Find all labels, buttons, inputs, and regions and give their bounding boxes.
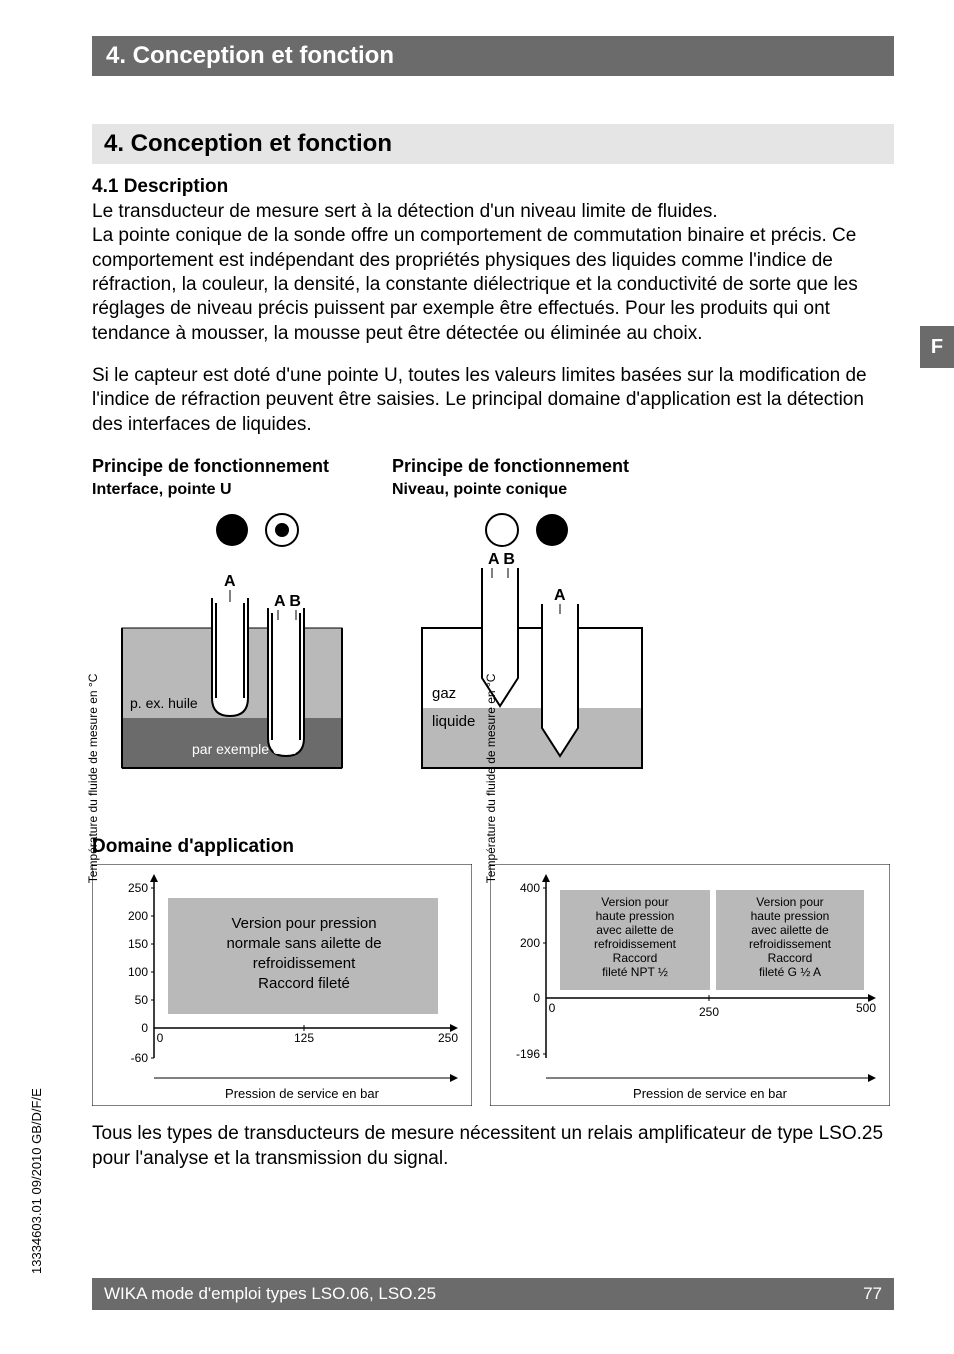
paragraph-1: Le transducteur de mesure sert à la déte… (92, 200, 894, 224)
svg-text:50: 50 (135, 993, 149, 1007)
diagram1-svg: A A B p. ex. huile par exemple eau (92, 508, 352, 788)
svg-text:Raccord: Raccord (613, 951, 658, 965)
label-oil: p. ex. huile (130, 695, 198, 711)
diagram1-subtitle: Interface, pointe U (92, 481, 232, 498)
document-code: 13334603.01 09/2010 GB/D/F/E (29, 1088, 44, 1274)
svg-text:-60: -60 (131, 1051, 149, 1065)
svg-text:0: 0 (549, 1001, 556, 1015)
chart2-xlabel: Pression de service en bar (633, 1086, 788, 1101)
svg-text:Version pour: Version pour (756, 895, 823, 909)
label-AB: A B (274, 593, 301, 610)
diagram-level: Principe de fonctionnement Niveau, point… (392, 455, 652, 795)
svg-text:refroidissement: refroidissement (749, 937, 832, 951)
svg-text:fileté G ½ A: fileté G ½ A (759, 965, 821, 979)
label-A: A (224, 573, 236, 590)
chart1-xlabel: Pression de service en bar (225, 1086, 380, 1101)
svg-text:125: 125 (294, 1031, 314, 1045)
svg-text:-196: -196 (516, 1047, 540, 1061)
svg-text:refroidissement: refroidissement (253, 955, 356, 972)
chart-2: Température du fluide de mesure en °C 40… (490, 864, 890, 1112)
svg-text:500: 500 (856, 1001, 876, 1015)
closing-paragraph: Tous les types de transducteurs de mesur… (92, 1122, 894, 1171)
chart2-svg: 400 200 0 -196 0 250 500 Version pour (490, 864, 890, 1106)
svg-text:200: 200 (520, 936, 540, 950)
svg-text:250: 250 (128, 881, 148, 895)
subsection-heading: 4.1 Description (92, 176, 894, 198)
svg-text:0: 0 (157, 1031, 164, 1045)
diagram-interface: Principe de fonctionnement Interface, po… (92, 455, 352, 795)
label-gaz: gaz (432, 685, 456, 702)
footer-bar: WIKA mode d'emploi types LSO.06, LSO.25 … (92, 1278, 894, 1310)
svg-text:refroidissement: refroidissement (594, 937, 677, 951)
paragraph-3: Si le capteur est doté d'une pointe U, t… (92, 364, 894, 437)
header-bar: 4. Conception et fonction (92, 36, 894, 76)
paragraph-2: La pointe conique de la sonde offre un c… (92, 224, 894, 346)
chart2-ylabel: Température du fluide de mesure en °C (484, 674, 498, 884)
svg-text:250: 250 (699, 1005, 719, 1019)
svg-text:100: 100 (128, 965, 148, 979)
svg-text:200: 200 (128, 909, 148, 923)
chart-1: Température du fluide de mesure en °C 25… (92, 864, 472, 1112)
svg-text:normale sans ailette de: normale sans ailette de (226, 935, 381, 952)
section-heading: 4. Conception et fonction (92, 124, 894, 164)
diagram2-svg: A B A gaz liquide (392, 508, 652, 788)
svg-text:avec ailette de: avec ailette de (596, 923, 674, 937)
svg-text:0: 0 (533, 991, 540, 1005)
label-AB2: A B (488, 551, 515, 568)
footer-text: WIKA mode d'emploi types LSO.06, LSO.25 (104, 1284, 436, 1304)
label-A2: A (554, 587, 566, 604)
diagram1-title: Principe de fonctionnement (92, 456, 329, 476)
svg-text:Version pour pression: Version pour pression (231, 915, 376, 932)
diagram2-subtitle: Niveau, pointe conique (392, 481, 567, 498)
svg-text:150: 150 (128, 937, 148, 951)
svg-text:0: 0 (141, 1021, 148, 1035)
svg-text:haute pression: haute pression (596, 909, 675, 923)
svg-text:Raccord fileté: Raccord fileté (258, 975, 350, 992)
charts-row: Température du fluide de mesure en °C 25… (92, 864, 894, 1112)
svg-text:avec ailette de: avec ailette de (751, 923, 829, 937)
chart1-ylabel: Température du fluide de mesure en °C (86, 674, 100, 884)
svg-text:Raccord: Raccord (768, 951, 813, 965)
chart1-svg: 250 200 150 100 50 0 -60 0 125 250 (92, 864, 472, 1106)
label-liquide: liquide (432, 713, 475, 730)
label-water: par exemple eau (192, 741, 296, 757)
page-number: 77 (863, 1284, 882, 1304)
svg-text:250: 250 (438, 1031, 458, 1045)
svg-text:fileté NPT ½: fileté NPT ½ (602, 965, 668, 979)
language-tab: F (920, 326, 954, 368)
svg-text:haute pression: haute pression (751, 909, 830, 923)
diagram2-title: Principe de fonctionnement (392, 456, 629, 476)
svg-text:400: 400 (520, 881, 540, 895)
page: 4. Conception et fonction 4. Conception … (0, 0, 954, 1354)
svg-text:Version pour: Version pour (601, 895, 668, 909)
